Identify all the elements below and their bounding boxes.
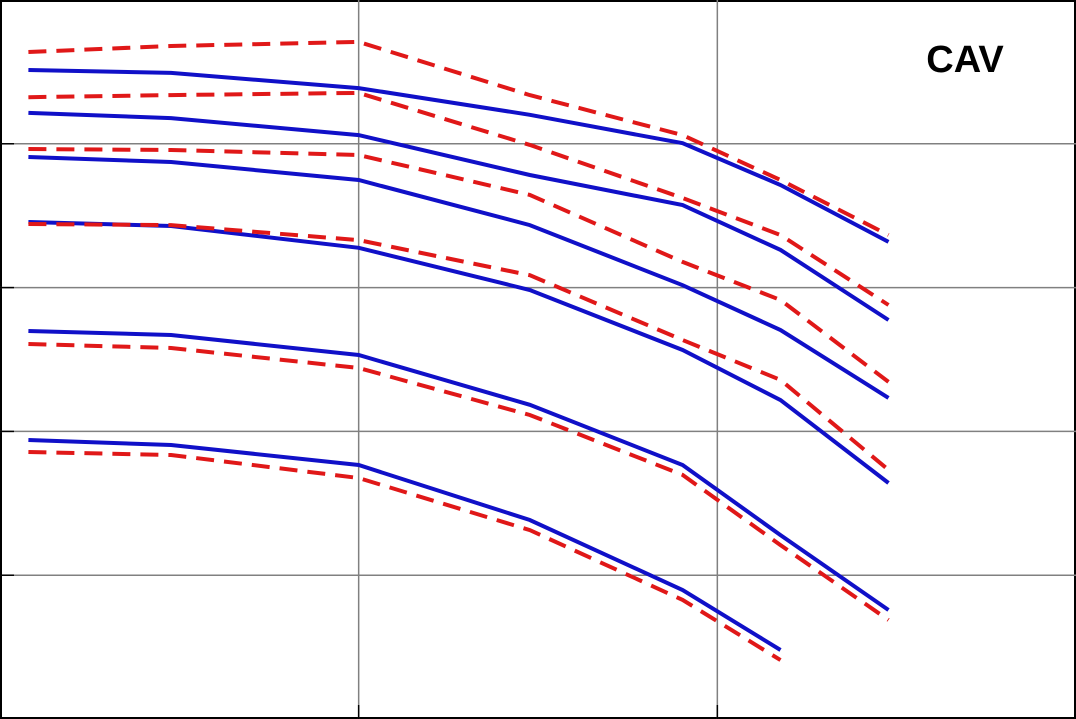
series-line: [28, 39, 890, 237]
series-line: [28, 110, 890, 322]
series-line: [28, 342, 890, 622]
series-line: [28, 147, 890, 384]
annotation: CAV: [926, 39, 1004, 81]
series-line: [28, 90, 890, 307]
series-line: [28, 222, 890, 472]
series-line: [28, 450, 782, 662]
series-line: [28, 68, 890, 244]
series-line: [28, 438, 782, 652]
series-line: [28, 155, 890, 400]
series-line: [28, 329, 890, 612]
